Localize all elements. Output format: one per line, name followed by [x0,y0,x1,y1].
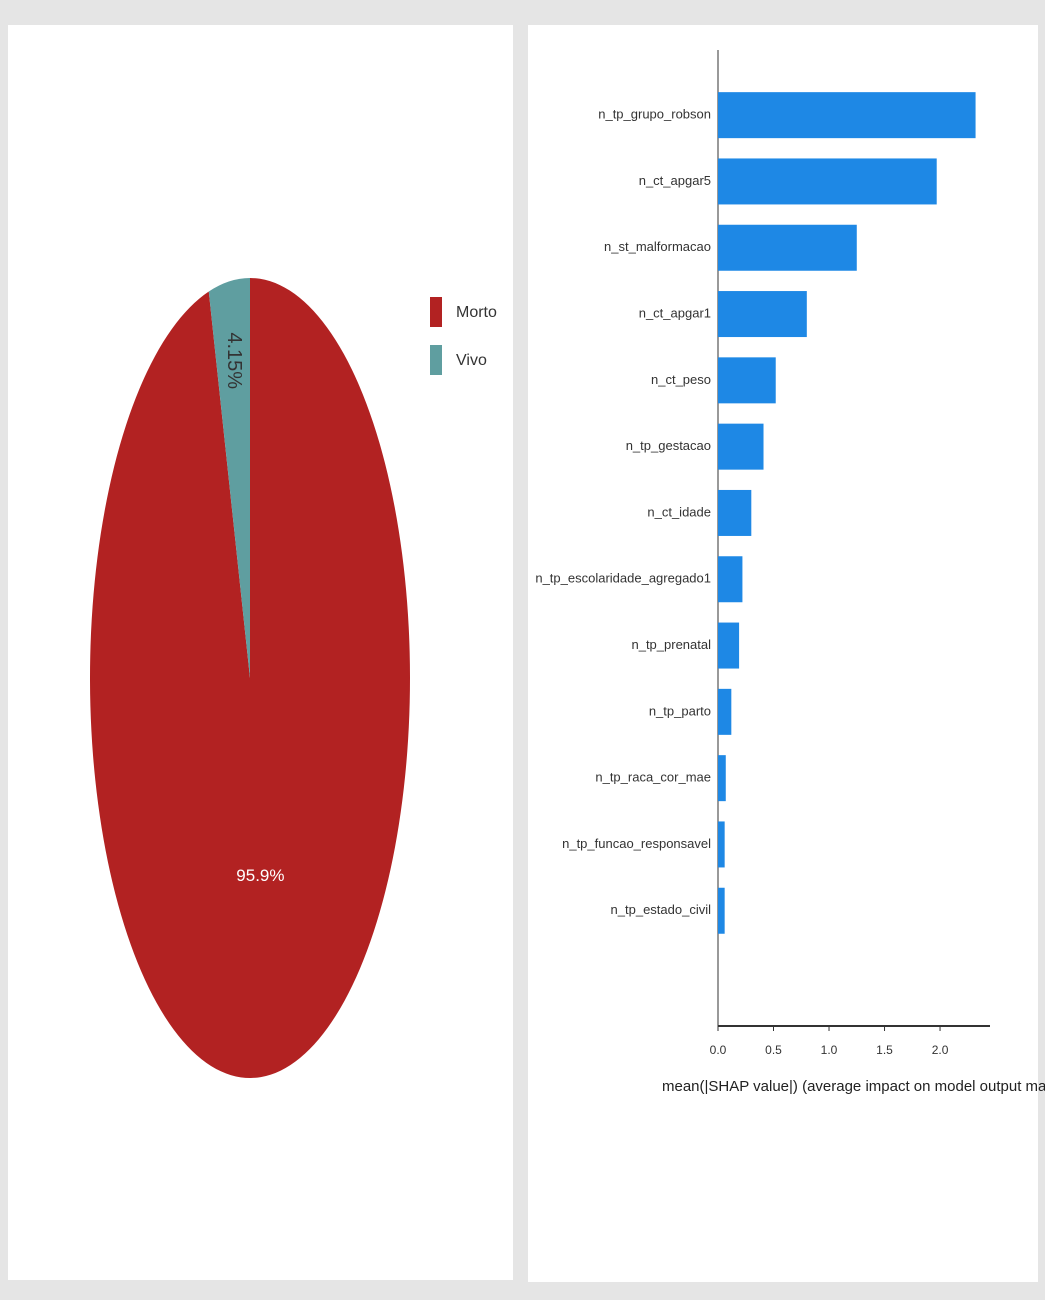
bar [718,688,732,735]
bar [718,158,937,205]
slice-label: 4.15% [223,332,245,389]
bar [718,556,743,603]
bar [718,755,726,802]
bar [718,622,740,669]
x-tick-label: 2.0 [932,1043,949,1057]
legend-swatch [430,345,442,375]
y-tick-label: n_ct_apgar5 [639,173,711,188]
y-tick-label: n_tp_gestacao [626,438,711,453]
x-tick-label: 0.5 [765,1043,782,1057]
x-tick-label: 1.0 [821,1043,838,1057]
y-tick-label: n_ct_idade [647,504,711,519]
y-tick-label: n_ct_peso [651,372,711,387]
y-tick-label: n_ct_apgar1 [639,305,711,320]
bar [718,357,776,404]
legend-label: Vivo [456,352,487,369]
bar [718,423,764,470]
slice-label: 95.9% [236,866,284,885]
y-tick-label: n_tp_estado_civil [611,902,712,917]
x-tick-label: 1.5 [876,1043,893,1057]
pie-slice [208,278,250,678]
y-tick-label: n_tp_parto [649,703,711,718]
bar [718,821,725,868]
bar [718,291,807,338]
bar [718,224,857,271]
bar [718,489,752,536]
bar [718,92,976,139]
legend-label: Morto [456,304,497,321]
bar [718,887,725,934]
x-axis-label: mean(|SHAP value|) (average impact on mo… [662,1078,1045,1095]
y-tick-label: n_tp_grupo_robson [598,107,711,122]
y-tick-label: n_tp_escolaridade_agregado1 [535,571,711,586]
y-tick-label: n_tp_raca_cor_mae [595,770,711,785]
y-tick-label: n_tp_funcao_responsavel [562,836,711,851]
x-tick-label: 0.0 [710,1043,727,1057]
y-tick-label: n_st_malformacao [604,239,711,254]
legend-swatch [430,297,442,327]
y-tick-label: n_tp_prenatal [631,637,711,652]
